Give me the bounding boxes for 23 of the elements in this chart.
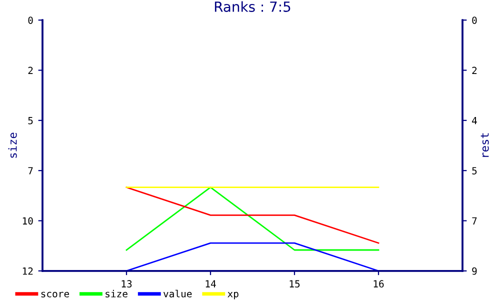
y2-tick-label: 9 [472, 267, 477, 275]
x-tick-label: 13 [122, 280, 132, 288]
y-tick-label: 2 [28, 66, 33, 74]
y-tick-label: 10 [22, 217, 33, 225]
legend-label: size [106, 290, 128, 298]
y-tick-label: 12 [22, 267, 33, 275]
x-tick-label: 15 [290, 280, 300, 288]
legend-label: xp [228, 292, 238, 300]
x-tick-label: 14 [206, 280, 216, 288]
y-tick-label: 0 [28, 16, 33, 24]
y-axis-title: size [8, 132, 17, 158]
y-tick-label: 5 [28, 117, 33, 124]
y2-axis-title: rest [480, 133, 489, 157]
y-tick-label: 7 [28, 167, 33, 174]
y2-tick-label: 4 [472, 117, 477, 124]
chart-title: Ranks : 7:5 [214, 1, 290, 12]
x-tick-label: 16 [374, 280, 384, 288]
legend-label: score [41, 292, 70, 298]
y2-tick-label: 2 [472, 66, 477, 74]
y2-tick-label: 0 [472, 16, 477, 24]
y2-tick-label: 5 [472, 167, 477, 174]
legend-label: value [163, 290, 192, 298]
y2-tick-label: 7 [472, 217, 477, 224]
